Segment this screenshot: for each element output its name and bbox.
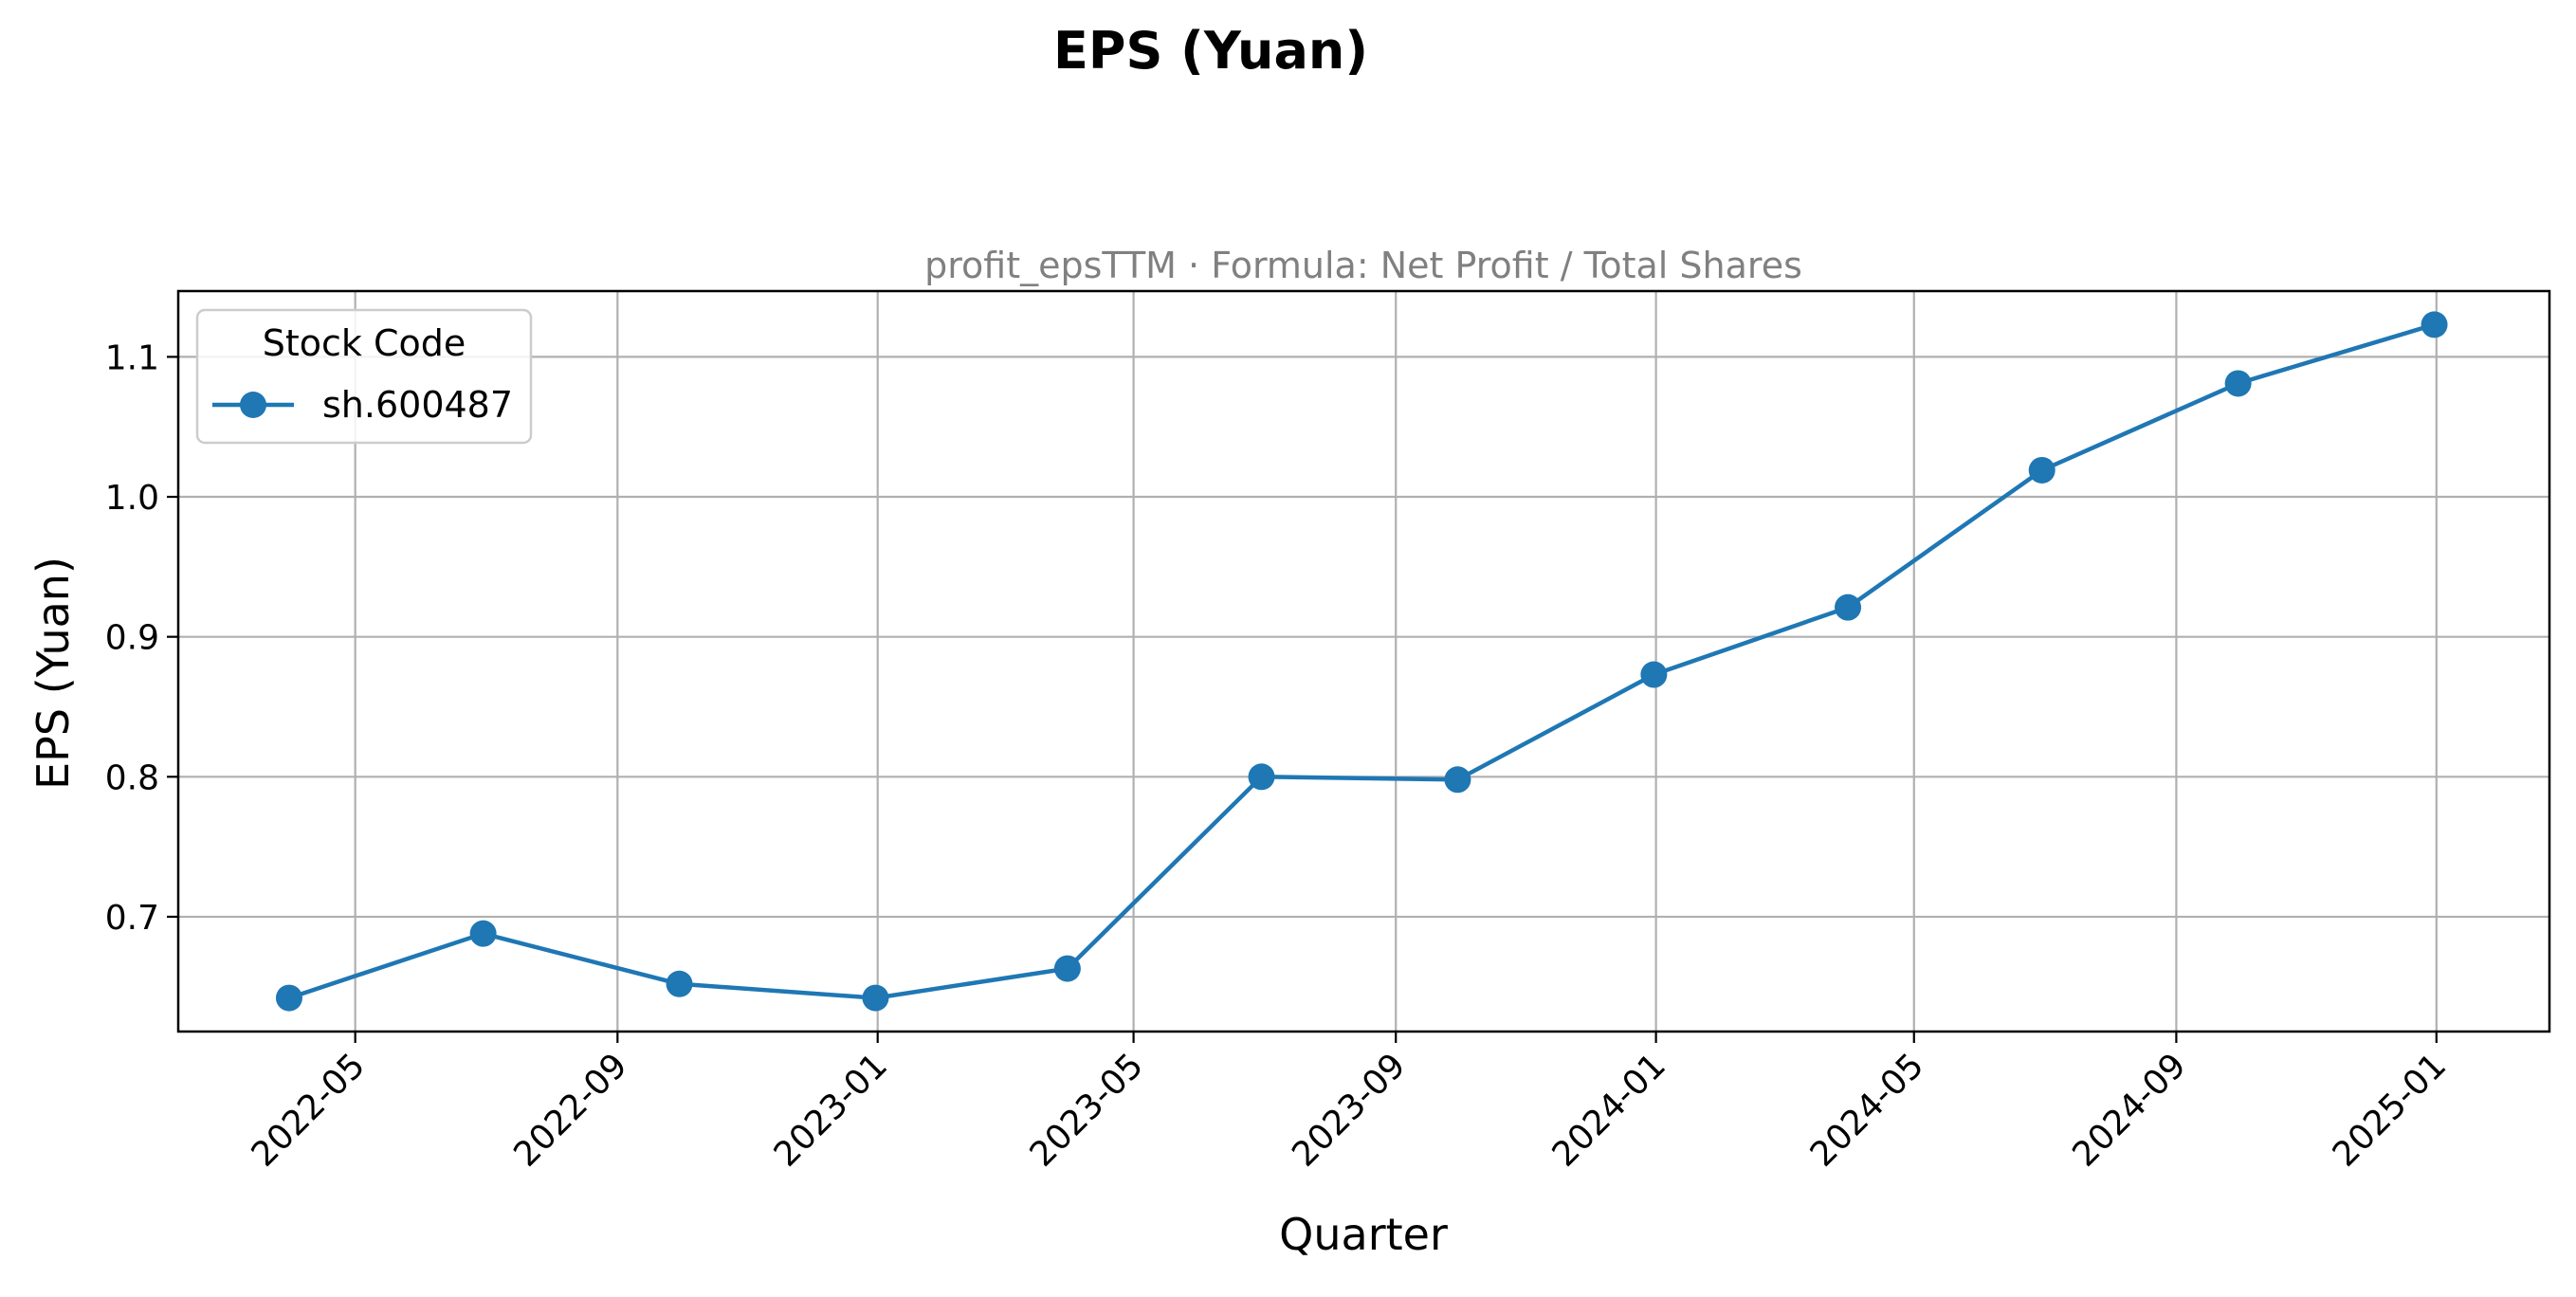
data-point (1053, 955, 1081, 982)
x-tick-label: 2025-01 (2326, 1046, 2454, 1174)
x-tick-label: 2023-01 (767, 1046, 895, 1174)
legend-marker-swatch (240, 392, 266, 418)
chart-subtitle: profit_epsTTM · Formula: Net Profit / To… (924, 245, 1802, 286)
legend-entry-label: sh.600487 (322, 384, 513, 426)
data-point (469, 920, 497, 947)
data-series (275, 311, 2448, 1012)
x-tick-label: 2023-05 (1023, 1046, 1151, 1174)
data-point (2421, 311, 2448, 338)
data-point (2224, 370, 2252, 397)
x-tick-label: 2022-05 (245, 1046, 373, 1174)
y-tick-label: 0.8 (105, 758, 159, 797)
data-point (2028, 456, 2055, 484)
x-tick-label: 2024-09 (2065, 1046, 2193, 1174)
y-tick-label: 1.0 (105, 479, 159, 518)
data-point (1248, 763, 1275, 791)
data-point (666, 970, 693, 997)
data-point (1444, 766, 1471, 794)
data-point (275, 984, 302, 1012)
x-tick-label: 2024-01 (1545, 1046, 1673, 1174)
grid-lines (178, 291, 2549, 1032)
x-tick-label: 2023-09 (1285, 1046, 1413, 1174)
y-tick-label: 0.7 (105, 899, 159, 938)
x-axis-label: Quarter (1279, 1209, 1448, 1260)
y-axis-label: EPS (Yuan) (27, 557, 79, 790)
y-axis-ticks: 0.7 0.8 0.9 1.0 1.1 (105, 338, 178, 938)
x-tick-label: 2024-05 (1803, 1046, 1931, 1174)
data-point (1640, 661, 1668, 688)
x-tick-label: 2022-09 (506, 1046, 634, 1174)
figure-title: EPS (Yuan) (1053, 21, 1368, 81)
series-line-0 (288, 322, 2436, 1000)
legend: Stock Code sh.600487 (195, 308, 533, 445)
legend-title: Stock Code (263, 322, 466, 364)
plot-frame (176, 289, 2551, 1033)
legend-box (195, 308, 533, 445)
x-axis-ticks: 2022-05 2022-09 2023-01 2023-05 2023-09 2024-… (245, 1032, 2454, 1175)
y-tick-label: 0.9 (105, 619, 159, 658)
y-tick-label: 1.1 (105, 338, 159, 377)
data-point (1835, 594, 1862, 621)
data-point (862, 984, 889, 1012)
